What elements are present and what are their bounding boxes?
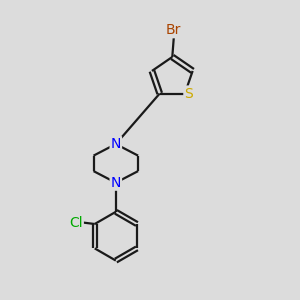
Text: S: S [184, 86, 193, 100]
Text: Br: Br [166, 23, 182, 37]
Text: Cl: Cl [69, 215, 83, 230]
Text: N: N [111, 176, 121, 190]
Text: N: N [111, 137, 121, 151]
